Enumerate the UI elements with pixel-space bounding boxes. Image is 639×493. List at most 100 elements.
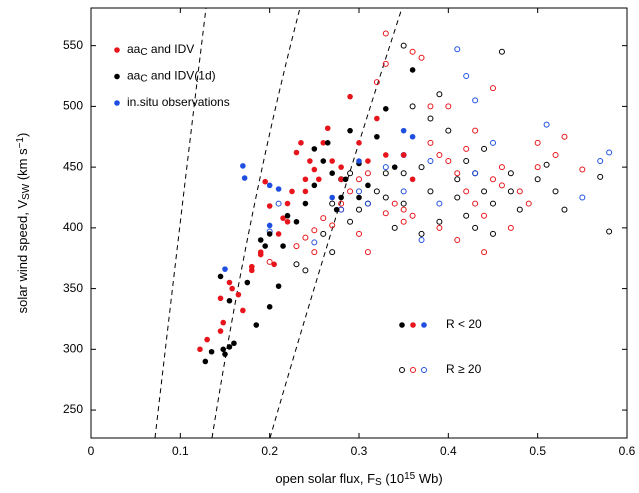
data-point: [364, 249, 371, 256]
data-point: [229, 285, 235, 292]
data-point: [409, 67, 416, 73]
data-point: [391, 164, 398, 170]
data-point: [454, 46, 461, 53]
x-axis-label: open solar flux, FS (1015 Wb): [275, 471, 442, 489]
data-point: [347, 127, 353, 134]
data-point: [338, 176, 344, 183]
data-point: [311, 249, 318, 256]
data-point: [333, 206, 340, 213]
data-point: [490, 176, 496, 183]
model-curve: [269, 8, 403, 438]
y-tick-label: 350: [63, 281, 83, 295]
data-point: [271, 261, 277, 268]
data-point: [316, 176, 322, 183]
data-point: [597, 158, 604, 165]
data-point: [427, 115, 434, 122]
data-point: [463, 145, 470, 152]
data-point: [266, 258, 273, 265]
data-point: [436, 91, 443, 98]
data-point: [240, 307, 246, 314]
data-point: [338, 164, 344, 170]
data-point: [253, 322, 260, 328]
data-point: [320, 140, 327, 146]
model-curve: [211, 8, 301, 438]
data-point: [383, 106, 389, 112]
data-point: [445, 103, 452, 110]
data-point: [249, 263, 255, 270]
data-point: [382, 194, 389, 201]
annotation: R ≥ 20: [446, 362, 482, 376]
data-point: [329, 249, 336, 256]
data-point: [579, 166, 586, 173]
data-point: [356, 206, 362, 213]
data-point: [382, 30, 389, 37]
data-point: [606, 228, 613, 235]
data-point: [302, 200, 309, 207]
data-point: [400, 200, 407, 207]
data-point: [400, 170, 407, 177]
data-point: [561, 206, 568, 213]
legend-marker: [114, 73, 120, 80]
data-point: [498, 164, 505, 171]
data-point: [409, 176, 416, 183]
data-point: [490, 230, 496, 237]
data-point: [481, 145, 488, 152]
y-tick-label: 500: [63, 99, 83, 113]
data-point: [409, 103, 416, 110]
data-point: [220, 346, 227, 353]
data-point: [222, 266, 228, 272]
data-point: [347, 93, 353, 100]
data-point: [280, 215, 286, 221]
data-point: [311, 227, 318, 234]
data-point: [597, 173, 604, 180]
data-point: [374, 133, 380, 140]
data-point: [275, 231, 282, 237]
data-point: [454, 237, 461, 244]
x-tick-label: 0: [88, 444, 95, 458]
data-point: [364, 200, 371, 207]
data-point: [311, 146, 318, 152]
data-point: [293, 149, 300, 156]
data-point: [400, 206, 407, 213]
data-point: [202, 358, 209, 365]
data-point: [320, 158, 327, 164]
data-point: [356, 194, 362, 201]
data-point: [311, 182, 318, 189]
data-point: [409, 212, 416, 219]
data-point: [418, 54, 425, 61]
data-point: [298, 140, 304, 146]
model-curve: [154, 8, 207, 438]
data-point: [463, 158, 470, 165]
data-point: [507, 188, 514, 195]
legend-label: aaC and IDV: [127, 42, 194, 58]
data-point: [280, 243, 286, 249]
data-point: [427, 139, 434, 146]
data-point: [534, 139, 541, 146]
marks: [197, 30, 613, 365]
data-point: [266, 203, 273, 209]
data-point: [347, 188, 354, 195]
marker-icon: [399, 322, 405, 328]
data-point: [329, 200, 336, 207]
data-point: [436, 224, 443, 231]
data-point: [534, 176, 541, 183]
data-point: [329, 170, 336, 176]
x-tick-label: 0.3: [351, 444, 368, 458]
data-point: [606, 149, 613, 156]
data-point: [342, 176, 349, 183]
data-point: [481, 249, 488, 256]
data-point: [472, 200, 479, 207]
data-point: [409, 133, 416, 140]
data-point: [329, 194, 336, 201]
r-lt-markers: [399, 322, 427, 328]
data-point: [197, 346, 203, 353]
data-point: [454, 176, 461, 183]
x-tick-label: 0.6: [619, 444, 636, 458]
data-point: [241, 175, 248, 181]
data-point: [302, 176, 309, 183]
data-point: [373, 188, 380, 195]
data-point: [472, 170, 479, 177]
data-point: [391, 200, 398, 207]
data-point: [525, 200, 532, 207]
